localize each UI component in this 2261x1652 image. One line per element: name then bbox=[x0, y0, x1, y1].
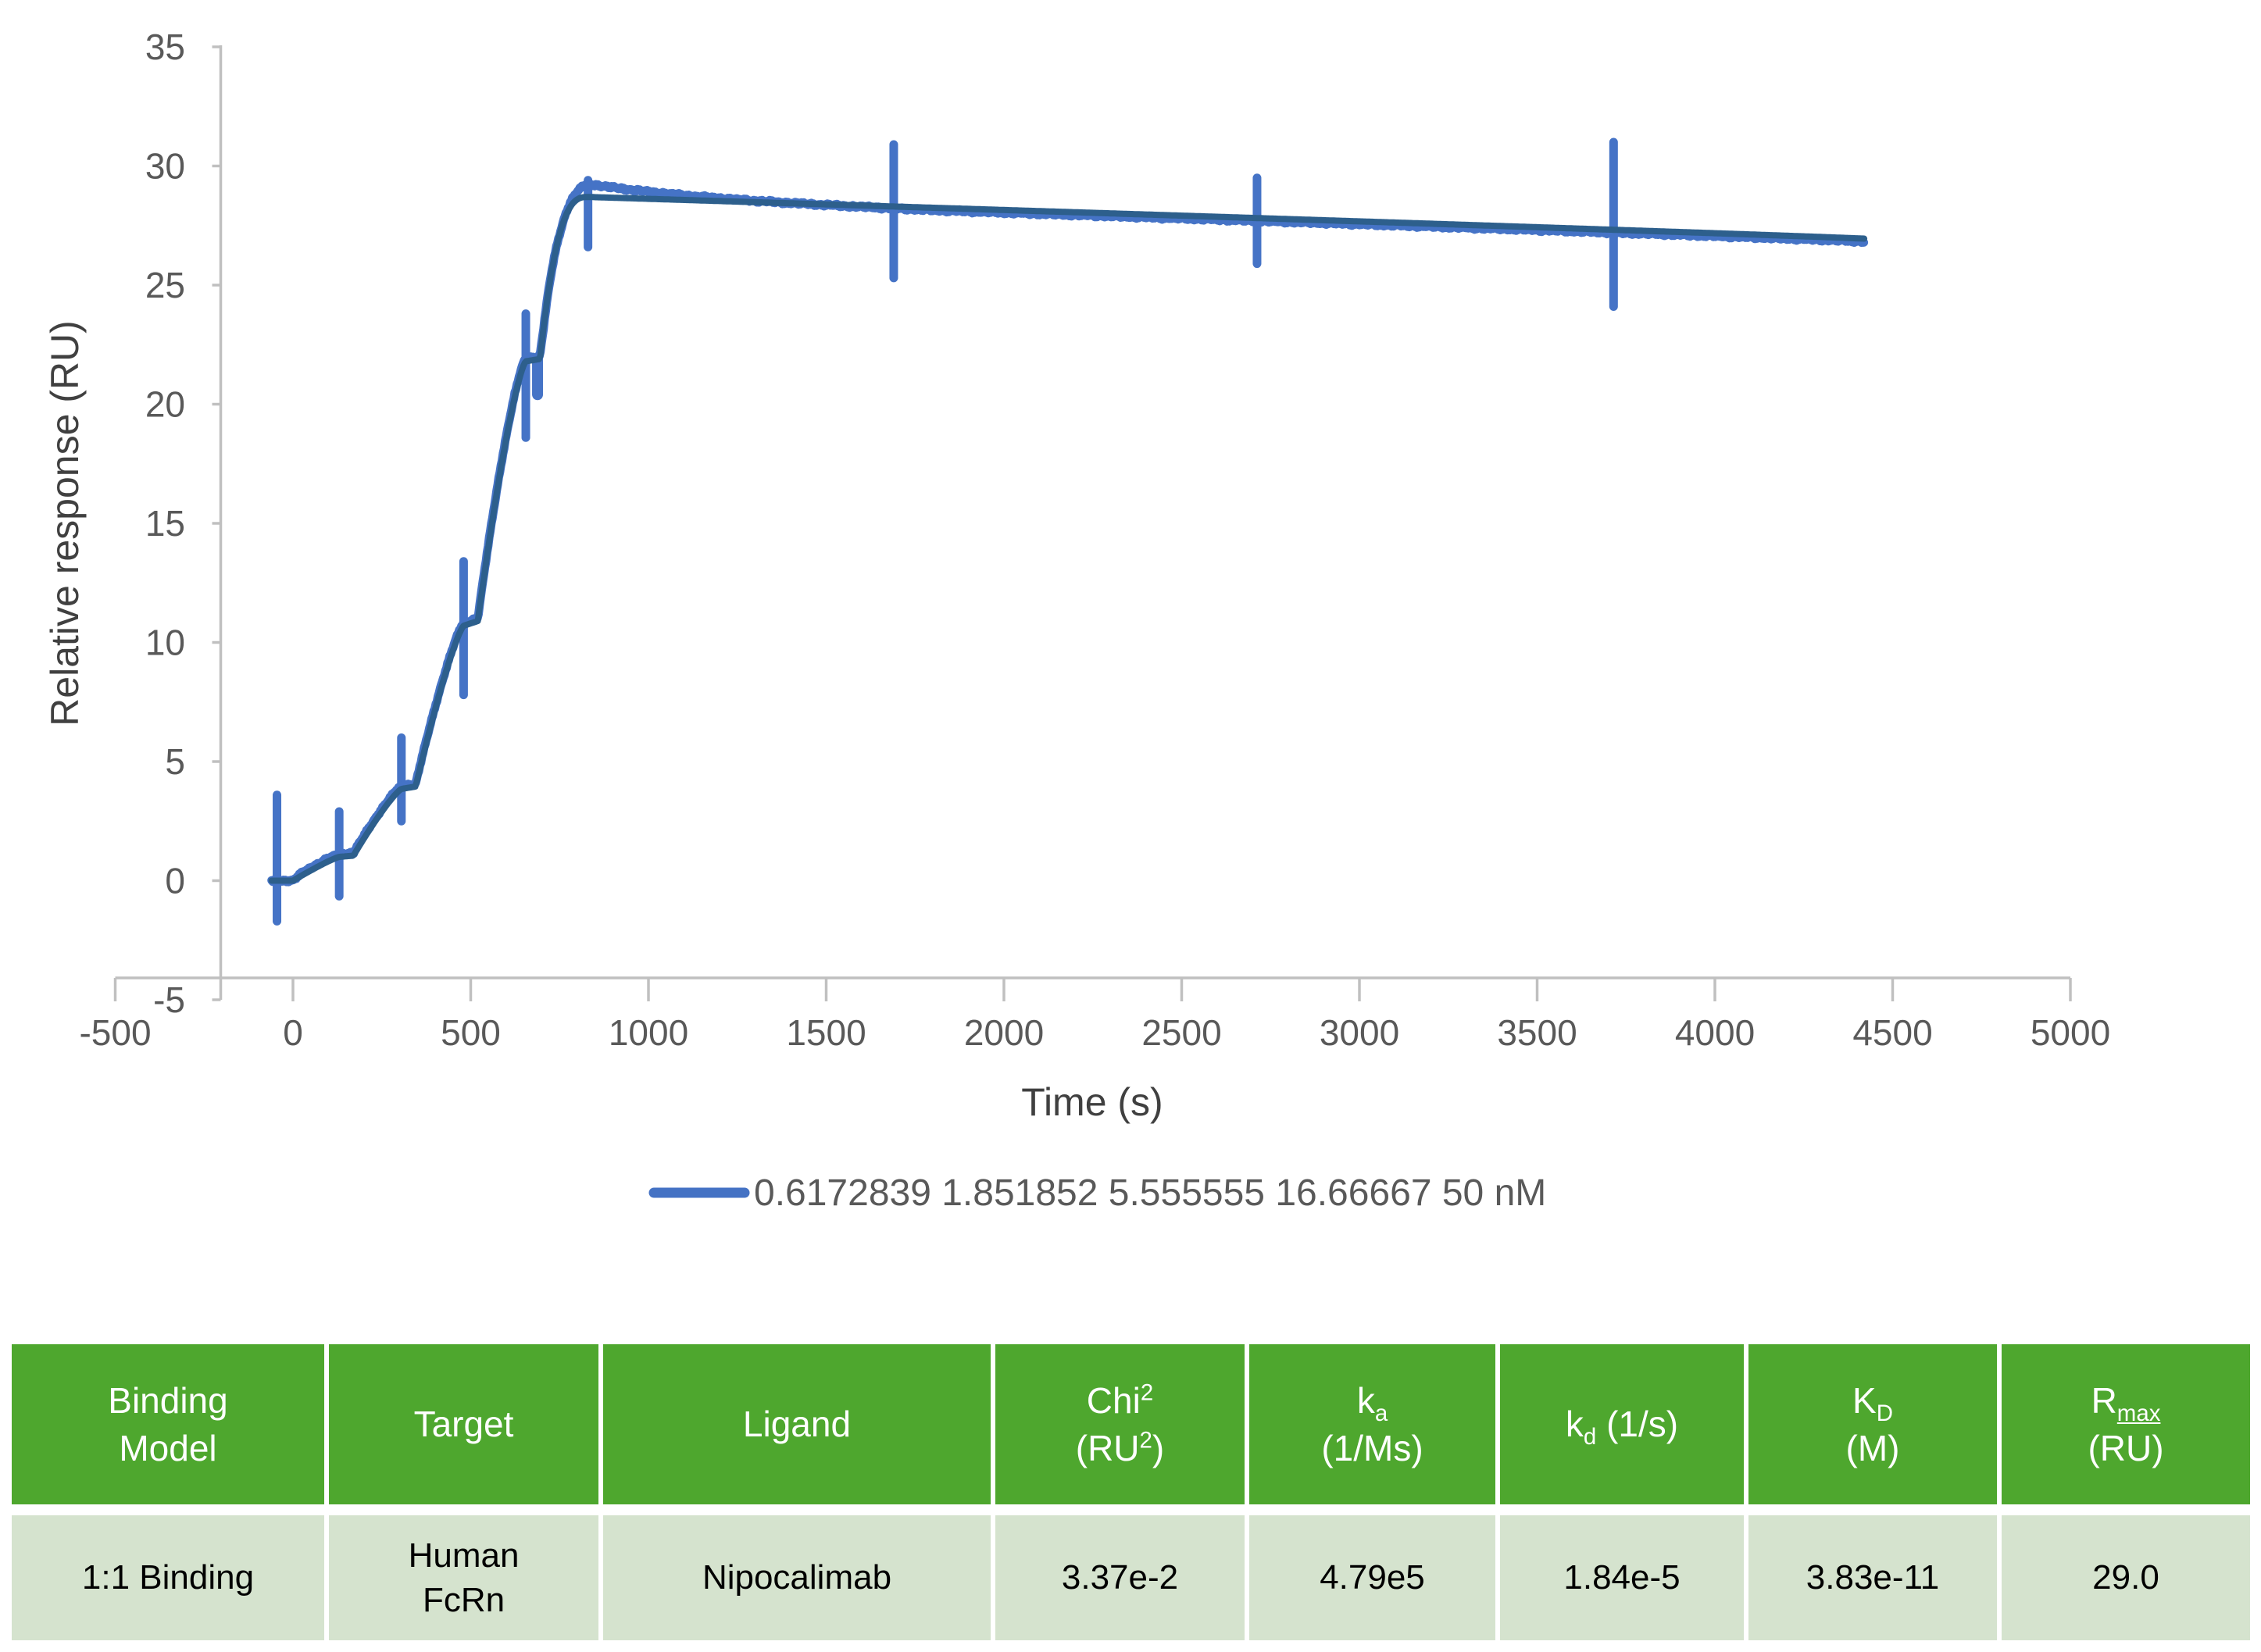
cell-binding-model: 1:1 Binding bbox=[12, 1515, 324, 1640]
fit-curve bbox=[268, 194, 1868, 884]
cell-ka: 4.79e5 bbox=[1249, 1515, 1495, 1640]
x-tick-label: -500 bbox=[79, 1012, 151, 1053]
header-ka: ka (1/Ms) bbox=[1249, 1344, 1495, 1504]
y-tick-label: 20 bbox=[145, 384, 185, 425]
x-tick-label: 500 bbox=[441, 1012, 501, 1053]
kinetics-table: Binding Model Target Ligand Chi2 (RU2) k… bbox=[12, 1344, 2250, 1640]
cell-KD: 3.83e-11 bbox=[1748, 1515, 1997, 1640]
sensorgram-chart: -5 0 5 10 15 20 25 30 35 -500 0 500 1000 1500 2000 2500… bbox=[43, 27, 2110, 1214]
x-tick-label: 3500 bbox=[1497, 1012, 1577, 1053]
y-axis-title: Relative response (RU) bbox=[43, 320, 87, 726]
header-target: Target bbox=[329, 1344, 598, 1504]
y-tick-label: -5 bbox=[153, 979, 185, 1020]
header-binding-model-line1: Binding bbox=[108, 1379, 228, 1421]
cell-rmax: 29.0 bbox=[2002, 1515, 2250, 1640]
x-tick-label: 4000 bbox=[1675, 1012, 1755, 1053]
header-ligand: Ligand bbox=[603, 1344, 991, 1504]
y-tick-label: 0 bbox=[165, 861, 185, 901]
y-tick-label: 30 bbox=[145, 146, 185, 187]
x-tick-label: 0 bbox=[283, 1012, 303, 1053]
cell-kd: 1.84e-5 bbox=[1500, 1515, 1744, 1640]
y-tick-label: 35 bbox=[145, 27, 185, 67]
x-axis-title: Time (s) bbox=[1021, 1080, 1163, 1124]
cell-ligand: Nipocalimab bbox=[603, 1515, 991, 1640]
kinetics-table-header-row: Binding Model Target Ligand Chi2 (RU2) k… bbox=[12, 1344, 2250, 1504]
cell-chi2: 3.37e-2 bbox=[995, 1515, 1245, 1640]
header-kd: kd (1/s) bbox=[1500, 1344, 1744, 1504]
y-tick-label: 10 bbox=[145, 623, 185, 663]
x-tick-label: 1500 bbox=[786, 1012, 866, 1053]
measured-curve bbox=[267, 178, 1869, 887]
header-binding-model-line2: Model bbox=[119, 1427, 217, 1468]
x-tick-label: 3000 bbox=[1320, 1012, 1399, 1053]
x-tick-label: 5000 bbox=[2031, 1012, 2110, 1053]
x-tick-label: 2500 bbox=[1141, 1012, 1221, 1053]
x-tick-label: 4500 bbox=[1852, 1012, 1932, 1053]
x-tick-label: 2000 bbox=[964, 1012, 1044, 1053]
x-tick-label: 1000 bbox=[609, 1012, 688, 1053]
header-chi2: Chi2 (RU2) bbox=[995, 1344, 1245, 1504]
cell-target: Human FcRn bbox=[329, 1515, 598, 1640]
header-binding-model: Binding Model bbox=[12, 1344, 324, 1504]
header-KD: KD (M) bbox=[1748, 1344, 1997, 1504]
legend-label: 0.6172839 1.851852 5.555555 16.66667 50 … bbox=[754, 1172, 1546, 1214]
header-rmax: Rmax (RU) bbox=[2002, 1344, 2250, 1504]
y-tick-label: 5 bbox=[165, 741, 185, 782]
y-tick-label: 15 bbox=[145, 503, 185, 544]
kinetics-table-data-row: 1:1 Binding Human FcRn Nipocalimab 3.37e… bbox=[12, 1515, 2250, 1640]
y-tick-label: 25 bbox=[145, 265, 185, 305]
